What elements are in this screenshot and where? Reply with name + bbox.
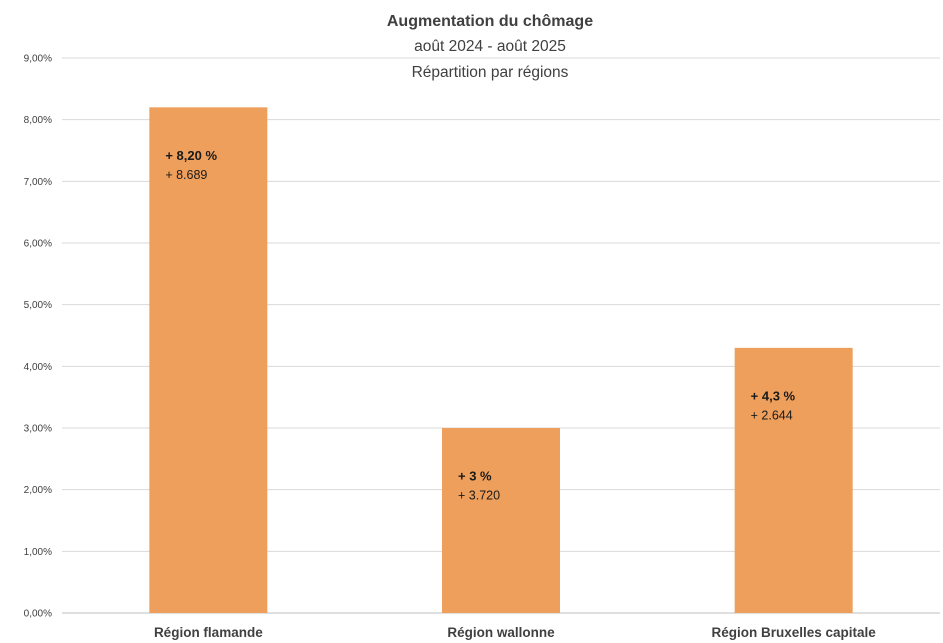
y-tick-label: 1,00% — [24, 547, 52, 558]
data-label-count: + 2.644 — [751, 408, 793, 422]
bar — [149, 107, 268, 613]
y-tick-label: 9,00% — [24, 54, 52, 65]
y-tick-label: 7,00% — [24, 177, 52, 188]
data-label-count: + 3.720 — [458, 488, 500, 502]
y-tick-label: 0,00% — [24, 609, 52, 620]
y-tick-label: 3,00% — [24, 424, 52, 435]
chart-subtitle-period: août 2024 - août 2025 — [414, 38, 566, 55]
data-label-percent: + 4,3 % — [751, 388, 796, 403]
y-tick-label: 8,00% — [24, 115, 52, 126]
data-label-count: + 8.689 — [165, 168, 207, 182]
x-axis-categories: Région flamande Région wallonne Région Bru… — [154, 625, 876, 640]
chart-title: Augmentation du chômage — [387, 13, 593, 30]
bar — [734, 347, 853, 613]
bars — [149, 107, 853, 613]
y-axis-ticks: 0,00% 1,00% 2,00% 3,00% 4,00% 5,00% 6,00% 7,00%… — [24, 54, 52, 620]
x-category-label: Région flamande — [154, 625, 263, 640]
y-tick-label: 5,00% — [24, 300, 52, 311]
y-tick-label: 6,00% — [24, 239, 52, 250]
data-labels: + 8,20 % + 8.689 + 3 % + 3.720 + 4,3 % + 2.64… — [165, 148, 795, 503]
chart-subtitle-breakdown: Répartition par régions — [412, 64, 569, 81]
data-label-percent: + 8,20 % — [165, 148, 217, 163]
bar — [442, 428, 560, 613]
data-label-percent: + 3 % — [458, 468, 492, 483]
x-category-label: Région wallonne — [447, 625, 555, 640]
y-tick-label: 4,00% — [24, 362, 52, 373]
x-category-label: Région Bruxelles capitale — [712, 625, 877, 640]
y-tick-label: 2,00% — [24, 485, 52, 496]
